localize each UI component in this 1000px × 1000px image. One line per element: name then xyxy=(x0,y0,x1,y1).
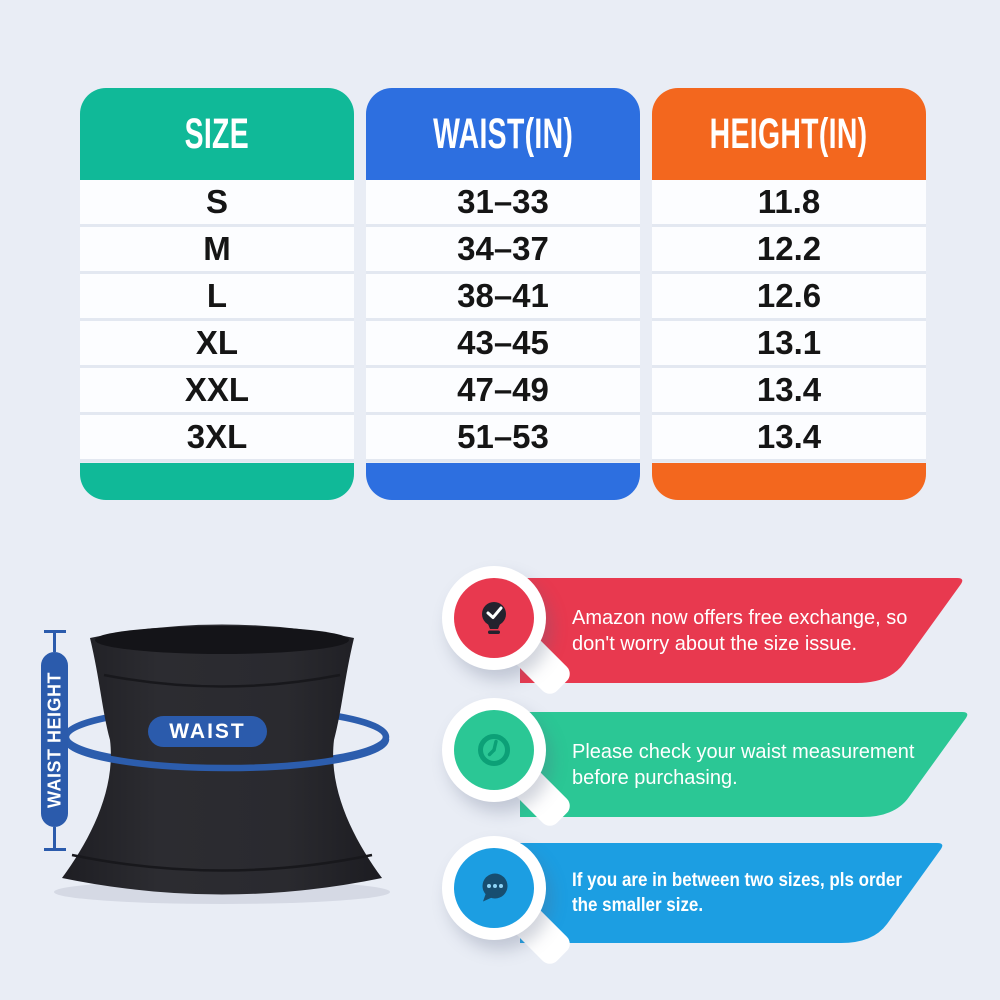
size-cell: XL xyxy=(195,324,239,361)
table-row: 47–49 xyxy=(366,368,640,415)
table-row: L xyxy=(80,274,354,321)
waist-height-label-pill: WAIST HEIGHT xyxy=(41,652,68,827)
height-cell: 13.1 xyxy=(756,324,822,361)
callout-banner-shape xyxy=(520,843,943,943)
callout-between-sizes-banner: If you are in between two sizes, pls ord… xyxy=(520,843,980,943)
height-column-header: HEIGHT(IN) xyxy=(652,88,926,180)
garment-body xyxy=(62,624,382,895)
waist-cell: 47–49 xyxy=(457,371,549,408)
table-row: XL xyxy=(80,321,354,368)
waist-column-header: WAIST(IN) xyxy=(366,88,640,180)
waist-trainer-garment-graphic xyxy=(54,624,390,904)
height-cell: 11.8 xyxy=(757,183,821,220)
waist-cell: 43–45 xyxy=(457,324,549,361)
garment-top-opening xyxy=(95,626,349,654)
waist-trainer-illustration: WAIST xyxy=(0,595,440,925)
size-column-footer-bar xyxy=(80,463,354,500)
callout-text-line: before purchasing. xyxy=(572,766,738,789)
callout-between-sizes-badge xyxy=(442,836,574,968)
callout-check-measurement-badge xyxy=(442,698,574,830)
waist-measure-ring-front xyxy=(62,738,390,772)
height-cell: 13.4 xyxy=(756,418,822,455)
waist-cell: 51–53 xyxy=(457,418,549,455)
chat-dots-icon xyxy=(454,848,534,928)
callout-banner-shape xyxy=(520,578,963,683)
height-column-footer-bar xyxy=(652,463,926,500)
garment-bottom-seam xyxy=(71,853,373,872)
table-row: 11.8 xyxy=(652,180,926,227)
callout-text-line: the smaller size. xyxy=(572,894,704,916)
waist-column-title: WAIST(IN) xyxy=(432,109,574,158)
table-row: 51–53 xyxy=(366,415,640,462)
waist-cell: 34–37 xyxy=(457,230,549,267)
table-row: 43–45 xyxy=(366,321,640,368)
table-row: 12.2 xyxy=(652,227,926,274)
table-row: XXL xyxy=(80,368,354,415)
height-cell: 13.4 xyxy=(756,371,822,408)
callout-check-measurement-banner: Please check your waist measurement befo… xyxy=(520,712,980,817)
size-column-header: SIZE xyxy=(80,88,354,180)
waist-column-footer-bar xyxy=(366,463,640,500)
clock-icon xyxy=(454,710,534,790)
size-cell: XXL xyxy=(184,371,250,408)
callout-text-line: If you are in between two sizes, pls ord… xyxy=(572,869,902,891)
waist-cell: 38–41 xyxy=(457,277,549,314)
table-row: 12.6 xyxy=(652,274,926,321)
size-cell: S xyxy=(205,183,228,220)
table-row: M xyxy=(80,227,354,274)
table-row: S xyxy=(80,180,354,227)
table-row: 13.4 xyxy=(652,415,926,462)
height-measure-bottom-line xyxy=(53,827,56,849)
callout-text-line: Amazon now offers free exchange, so xyxy=(572,606,908,629)
size-cell: 3XL xyxy=(186,418,248,455)
size-column-title: SIZE xyxy=(184,109,250,158)
waist-height-label: WAIST HEIGHT xyxy=(44,671,64,808)
height-column-title: HEIGHT(IN) xyxy=(710,109,868,158)
lightbulb-check-icon xyxy=(454,578,534,658)
callout-text-line: Please check your waist measurement xyxy=(572,740,915,763)
table-row: 13.1 xyxy=(652,321,926,368)
table-row: 38–41 xyxy=(366,274,640,321)
callout-banner-shape xyxy=(520,712,968,817)
table-row: 13.4 xyxy=(652,368,926,415)
height-cell: 12.6 xyxy=(756,277,822,314)
waist-column-card: WAIST(IN) 31–33 34–37 38–41 43–45 47–49 … xyxy=(366,88,640,500)
table-row: 31–33 xyxy=(366,180,640,227)
size-column-card: SIZE S M L XL XXL 3XL xyxy=(80,88,354,500)
table-row: 34–37 xyxy=(366,227,640,274)
size-cell: M xyxy=(203,230,231,267)
waist-label-pill: WAIST xyxy=(148,716,267,747)
height-cell: 12.2 xyxy=(756,230,822,267)
table-row: 3XL xyxy=(80,415,354,462)
callout-text-line: don't worry about the size issue. xyxy=(572,632,858,655)
waist-cell: 31–33 xyxy=(457,183,549,220)
waist-label: WAIST xyxy=(169,719,246,743)
height-column-card: HEIGHT(IN) 11.8 12.2 12.6 13.1 13.4 13.4 xyxy=(652,88,926,500)
height-measure-bottom-cap xyxy=(44,848,66,851)
callout-free-exchange-badge xyxy=(442,566,574,698)
size-cell: L xyxy=(206,277,228,314)
height-measure-top-line xyxy=(53,630,56,652)
callout-free-exchange-banner: Amazon now offers free exchange, so don'… xyxy=(520,578,980,683)
garment-top-seam xyxy=(103,673,341,688)
